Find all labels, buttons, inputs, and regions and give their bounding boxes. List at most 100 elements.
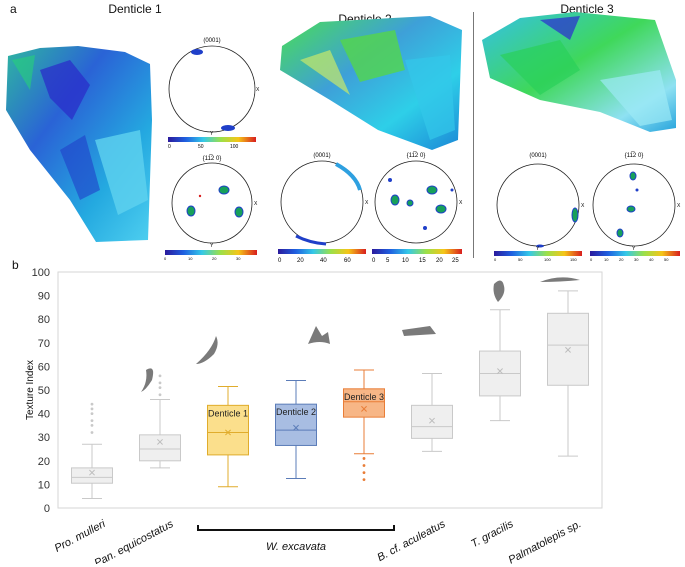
panel-divider [473,12,474,258]
outlier-point [158,386,162,390]
scale-tick: 100 [544,257,551,262]
scale-tick: 20 [297,258,304,262]
scale-tick: 0 [494,257,497,262]
scale-tick: 60 [344,258,351,262]
panel-a-label: a [10,2,17,16]
scale-tick: 30 [236,256,241,261]
pole-figure-label: {11̅2 0} [625,152,644,159]
scale-tick: 20 [436,258,443,262]
silhouette-pro-mulleri [141,368,154,392]
outlier-point [362,471,366,474]
silhouette-b-aculeatus [402,326,436,336]
box-label: Denticle 3 [344,392,384,402]
group-label: W. excavata [266,541,326,553]
mean-marker [157,438,163,445]
scale-tick: 40 [649,257,654,262]
pole-figure-label: (0001) [313,153,330,159]
x-tick-label: Palmatolepis sp. [507,518,584,564]
pole-figure-label: (0001) [203,38,220,44]
mean-marker [361,405,367,412]
denticle-1-ebsd-map [6,46,152,242]
scale-tick: 10 [188,256,193,261]
scale-tick: 100 [230,144,239,150]
scale-tick: 20 [212,256,217,261]
outlier-point [90,407,94,411]
x-axis-marker: X [459,200,463,206]
scale-tick: 50 [518,257,523,262]
y-axis-marker: Y [536,246,540,252]
scale-tick: 0 [168,144,171,150]
outlier-point [362,464,366,467]
box-denticle-3: Denticle 3 [343,369,385,482]
box-label: Denticle 2 [276,407,316,417]
y-tick-label: 80 [38,314,50,326]
outlier-point [158,393,162,397]
scale-tick: 0 [372,258,376,262]
pole-figure-d1-1120: {11̅2 0} X Y 0 10 20 30 [164,155,258,261]
silhouette-t-gracilis [493,280,505,302]
outlier-point [158,374,162,378]
mean-marker [497,368,503,375]
x-axis-marker: X [365,200,369,206]
outlier-point [90,419,94,423]
box-denticle-2: Denticle 2 [275,380,317,479]
texture-index-boxplot: 0 10 20 30 40 50 60 70 80 90 100 Texture Index Pro.… [25,267,603,564]
pole-figure-label: {11̅2 0} [203,155,222,162]
x-tick-label: T. gracilis [469,518,516,550]
y-tick-label: 10 [38,479,50,491]
box-palmatolepis-sp-: Palmatolepis sp. [507,290,589,564]
y-tick-label: 70 [38,338,50,350]
box-denticle-1: Denticle 1 [207,385,249,488]
panel-b-label: b [12,258,19,272]
scale-tick: 0 [164,256,167,261]
scale-tick: 50 [664,257,669,262]
scale-tick: 0 [590,257,593,262]
scale-tick: 40 [320,258,327,262]
scale-tick: 0 [278,258,282,262]
x-axis-marker: X [254,201,258,207]
pole-figure-d2-0001: (0001) X 0 20 40 60 [278,153,369,262]
y-tick-label: 20 [38,456,50,468]
box-iqr [343,388,385,418]
box-iqr [207,404,249,456]
x-axis-marker: X [677,203,681,209]
y-tick-label: 60 [38,361,50,373]
box-iqr [71,467,113,484]
x-tick-label: B. cf. aculeatus [375,518,447,564]
outlier-point [90,402,94,406]
y-axis-marker: Y [632,246,636,252]
scale-tick: 5 [386,258,390,262]
scale-tick: 10 [402,258,409,262]
pole-figure-d3-0001: (0001) X Y 0 50 100 150 [494,153,585,262]
scale-tick: 20 [619,257,624,262]
scale-tick: 150 [570,257,577,262]
scale-tick: 30 [634,257,639,262]
y-axis-marker: Y [210,131,214,137]
y-tick-label: 40 [38,409,50,421]
group-bracket-line [197,525,395,531]
box-iqr [411,404,453,439]
silhouette-pan-equicostatus [196,336,218,364]
panel-a-figure: (0001) X Y 0 50 100 {11̅2 0} X Y 0 10 20… [6,12,681,262]
mean-marker [89,469,95,476]
outlier-point [362,478,366,482]
scale-tick: 25 [452,258,459,262]
box-iqr [139,434,181,462]
denticle-3-ebsd-map [482,12,676,132]
x-axis-marker: X [581,203,585,209]
mean-marker [565,346,571,353]
outlier-point [90,412,94,415]
y-tick-label: 0 [44,503,50,515]
y-tick-label: 50 [38,385,50,397]
box-t-gracilis: T. gracilis [469,309,521,550]
silhouette-w-excavata [308,326,330,344]
denticle-2-ebsd-map [280,16,462,150]
y-axis-marker: Y [210,243,214,249]
scale-tick: 50 [198,144,204,150]
silhouette-palmatolepis [540,277,580,282]
outlier-point [362,457,366,460]
box-pro-mulleri: Pro. mulleri [53,402,113,555]
pole-figure-label: (0001) [529,153,546,159]
box-label: Denticle 1 [208,408,248,418]
pole-figure-d2-1120: {11̅2 0} X 0 5 10 15 20 25 [372,152,463,262]
